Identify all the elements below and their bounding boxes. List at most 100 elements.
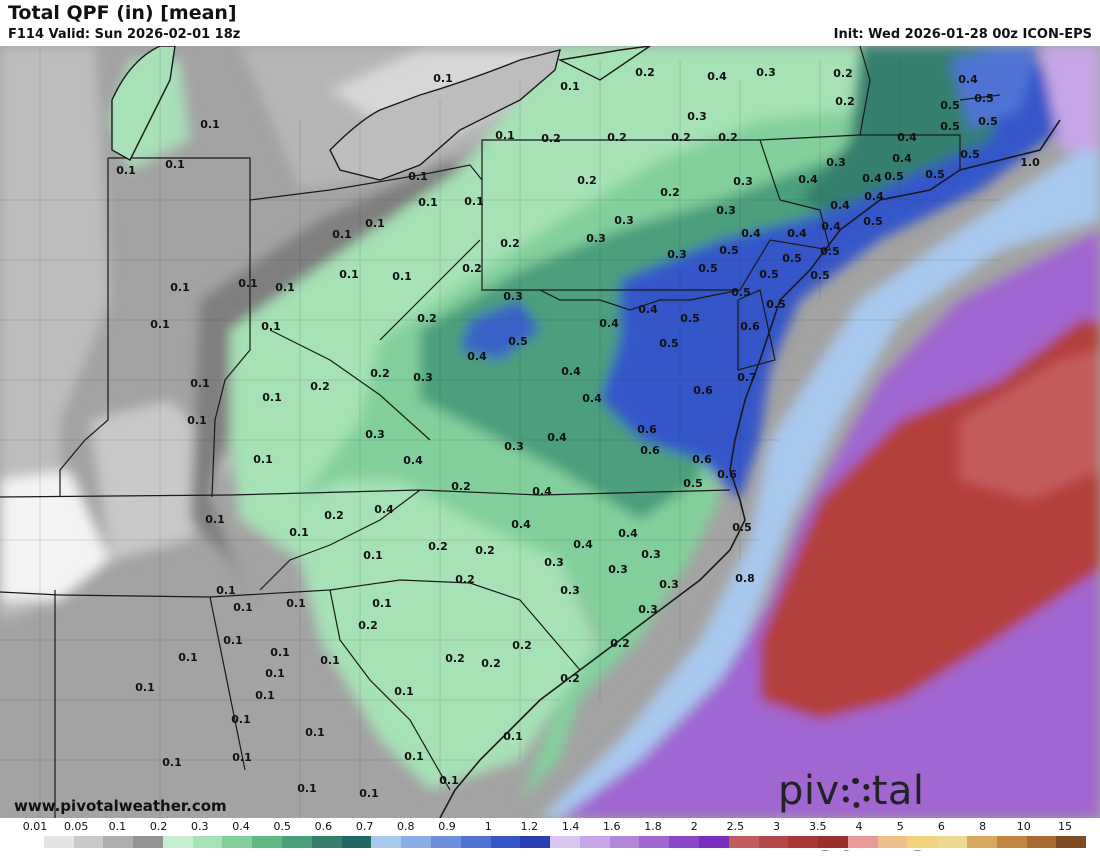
precip-value-label: 0.5	[659, 337, 679, 350]
precip-value-label: 0.1	[265, 667, 285, 680]
precip-value-label: 0.1	[286, 597, 306, 610]
precip-value-label: 0.5	[508, 335, 528, 348]
legend-swatch	[490, 836, 521, 848]
legend-swatch	[996, 836, 1027, 848]
precip-value-label: 0.4	[707, 70, 727, 83]
legend-labels: 0.01 0.05 0.1 0.2 0.3 0.4 0.5 0.6 0.7 0.8 0.9 1 1.2 1…	[0, 818, 1100, 834]
legend-label: 6	[937, 820, 945, 833]
precip-value-label: 0.5	[884, 170, 904, 183]
precip-value-label: 0.2	[560, 672, 580, 685]
precip-value-label: 0.2	[310, 380, 330, 393]
precip-value-label: 0.4	[897, 131, 917, 144]
precip-value-label: 0.4	[862, 172, 882, 185]
precip-value-label: 0.1	[187, 414, 207, 427]
legend-swatch	[341, 836, 372, 848]
precip-value-label: 0.3	[659, 578, 679, 591]
legend-swatch	[937, 836, 967, 848]
precip-value-label: 0.1	[261, 320, 281, 333]
precip-value-label: 1.0	[1020, 156, 1040, 169]
precip-value-label: 0.4	[741, 227, 761, 240]
legend-swatch	[460, 836, 491, 848]
legend-label: 1	[484, 820, 492, 833]
precip-value-label: 0.5	[960, 148, 980, 161]
gear-icon	[840, 778, 871, 808]
precip-value-label: 0.6	[640, 444, 660, 457]
legend-swatch	[550, 836, 580, 848]
county-lines	[0, 46, 1000, 818]
legend-label: 0.8	[397, 820, 415, 833]
precip-value-label: 0.2	[610, 637, 630, 650]
legend-label: 0.1	[108, 820, 127, 833]
precip-value-label: 0.1	[223, 634, 243, 647]
precip-value-label: 0.1	[372, 597, 392, 610]
legend-swatch	[698, 836, 729, 848]
precip-value-label: 0.2	[833, 67, 853, 80]
precip-value-label: 0.1	[170, 281, 190, 294]
legend-swatch	[579, 836, 610, 848]
legend-swatch	[758, 836, 789, 848]
precip-value-label: 0.1	[365, 217, 385, 230]
precip-value-label: 0.4	[374, 503, 394, 516]
legend-swatch	[609, 836, 640, 848]
precip-value-label: 0.1	[320, 654, 340, 667]
valid-time: F114 Valid: Sun 2026-02-01 18z	[8, 27, 241, 42]
legend-swatch	[43, 836, 74, 848]
legend-swatch	[520, 836, 551, 848]
legend-swatch	[282, 836, 312, 848]
precip-value-label: 0.2	[428, 540, 448, 553]
precipitation-map: 0.1 0.1 0.1 0.1 0.1 0.2 0.4 0.3 0.2 0.4 0.2 0.5 0.5 0…	[0, 46, 1100, 818]
precip-value-label: 0.4	[618, 527, 638, 540]
logo-text-left: piv	[778, 768, 840, 814]
color-legend: 0.01 0.05 0.1 0.2 0.3 0.4 0.5 0.6 0.7 0.8 0.9 1 1.2 1…	[0, 818, 1100, 850]
precip-value-label: 0.3	[365, 428, 385, 441]
map-title: Total QPF (in) [mean]	[8, 2, 237, 24]
great-lakes	[111, 46, 651, 181]
precip-value-label: 0.1	[135, 681, 155, 694]
precip-value-label: 0.3	[413, 371, 433, 384]
precip-value-label: 0.5	[820, 245, 840, 258]
precip-value-label: 0.5	[863, 215, 883, 228]
legend-label: 1.4	[561, 820, 580, 833]
legend-label: 0.2	[149, 820, 168, 833]
precip-value-label: 0.2	[671, 131, 691, 144]
legend-label: 2	[690, 820, 698, 833]
precip-value-label: 0.4	[958, 73, 978, 86]
precip-value-label: 0.5	[978, 115, 998, 128]
legend-color-bar	[14, 836, 1087, 848]
precip-value-label: 0.1	[255, 689, 275, 702]
legend-swatch	[847, 836, 878, 848]
precip-value-label: 0.3	[641, 548, 661, 561]
legend-label: 4	[855, 820, 863, 833]
precip-value-label: 0.1	[200, 118, 220, 131]
precip-value-label: 0.1	[270, 646, 290, 659]
precip-value-label: 0.1	[363, 549, 383, 562]
precip-value-label: 0.4	[892, 152, 912, 165]
precip-value-label: 0.1	[275, 281, 295, 294]
precip-value-label: 0.2	[718, 131, 738, 144]
precip-value-label: 0.2	[370, 367, 390, 380]
legend-swatch	[877, 836, 908, 848]
legend-swatch	[1026, 836, 1057, 848]
precip-value-label: 0.1	[205, 513, 225, 526]
legend-swatch	[14, 836, 44, 848]
precip-value-label: 0.1	[238, 277, 258, 290]
precip-value-label: 0.5	[940, 99, 960, 112]
legend-swatch	[162, 836, 193, 848]
precip-value-label: 0.2	[462, 262, 482, 275]
precip-value-label: 0.2	[607, 131, 627, 144]
precip-value-label: 0.1	[339, 268, 359, 281]
precip-value-label: 0.2	[577, 174, 597, 187]
precip-value-label: 0.1	[116, 164, 136, 177]
precip-value-label: 0.5	[698, 262, 718, 275]
precip-value-label: 0.3	[614, 214, 634, 227]
precip-value-label: 0.3	[586, 232, 606, 245]
precip-value-label: 0.6	[717, 468, 737, 481]
precip-value-label: 0.5	[680, 312, 700, 325]
precip-value-label: 0.2	[635, 66, 655, 79]
legend-swatch	[1056, 836, 1087, 848]
precip-value-label: 0.2	[481, 657, 501, 670]
precip-value-label: 0.1	[253, 453, 273, 466]
precip-fill	[0, 46, 1100, 818]
precip-value-label: 0.5	[759, 268, 779, 281]
legend-swatch	[728, 836, 759, 848]
